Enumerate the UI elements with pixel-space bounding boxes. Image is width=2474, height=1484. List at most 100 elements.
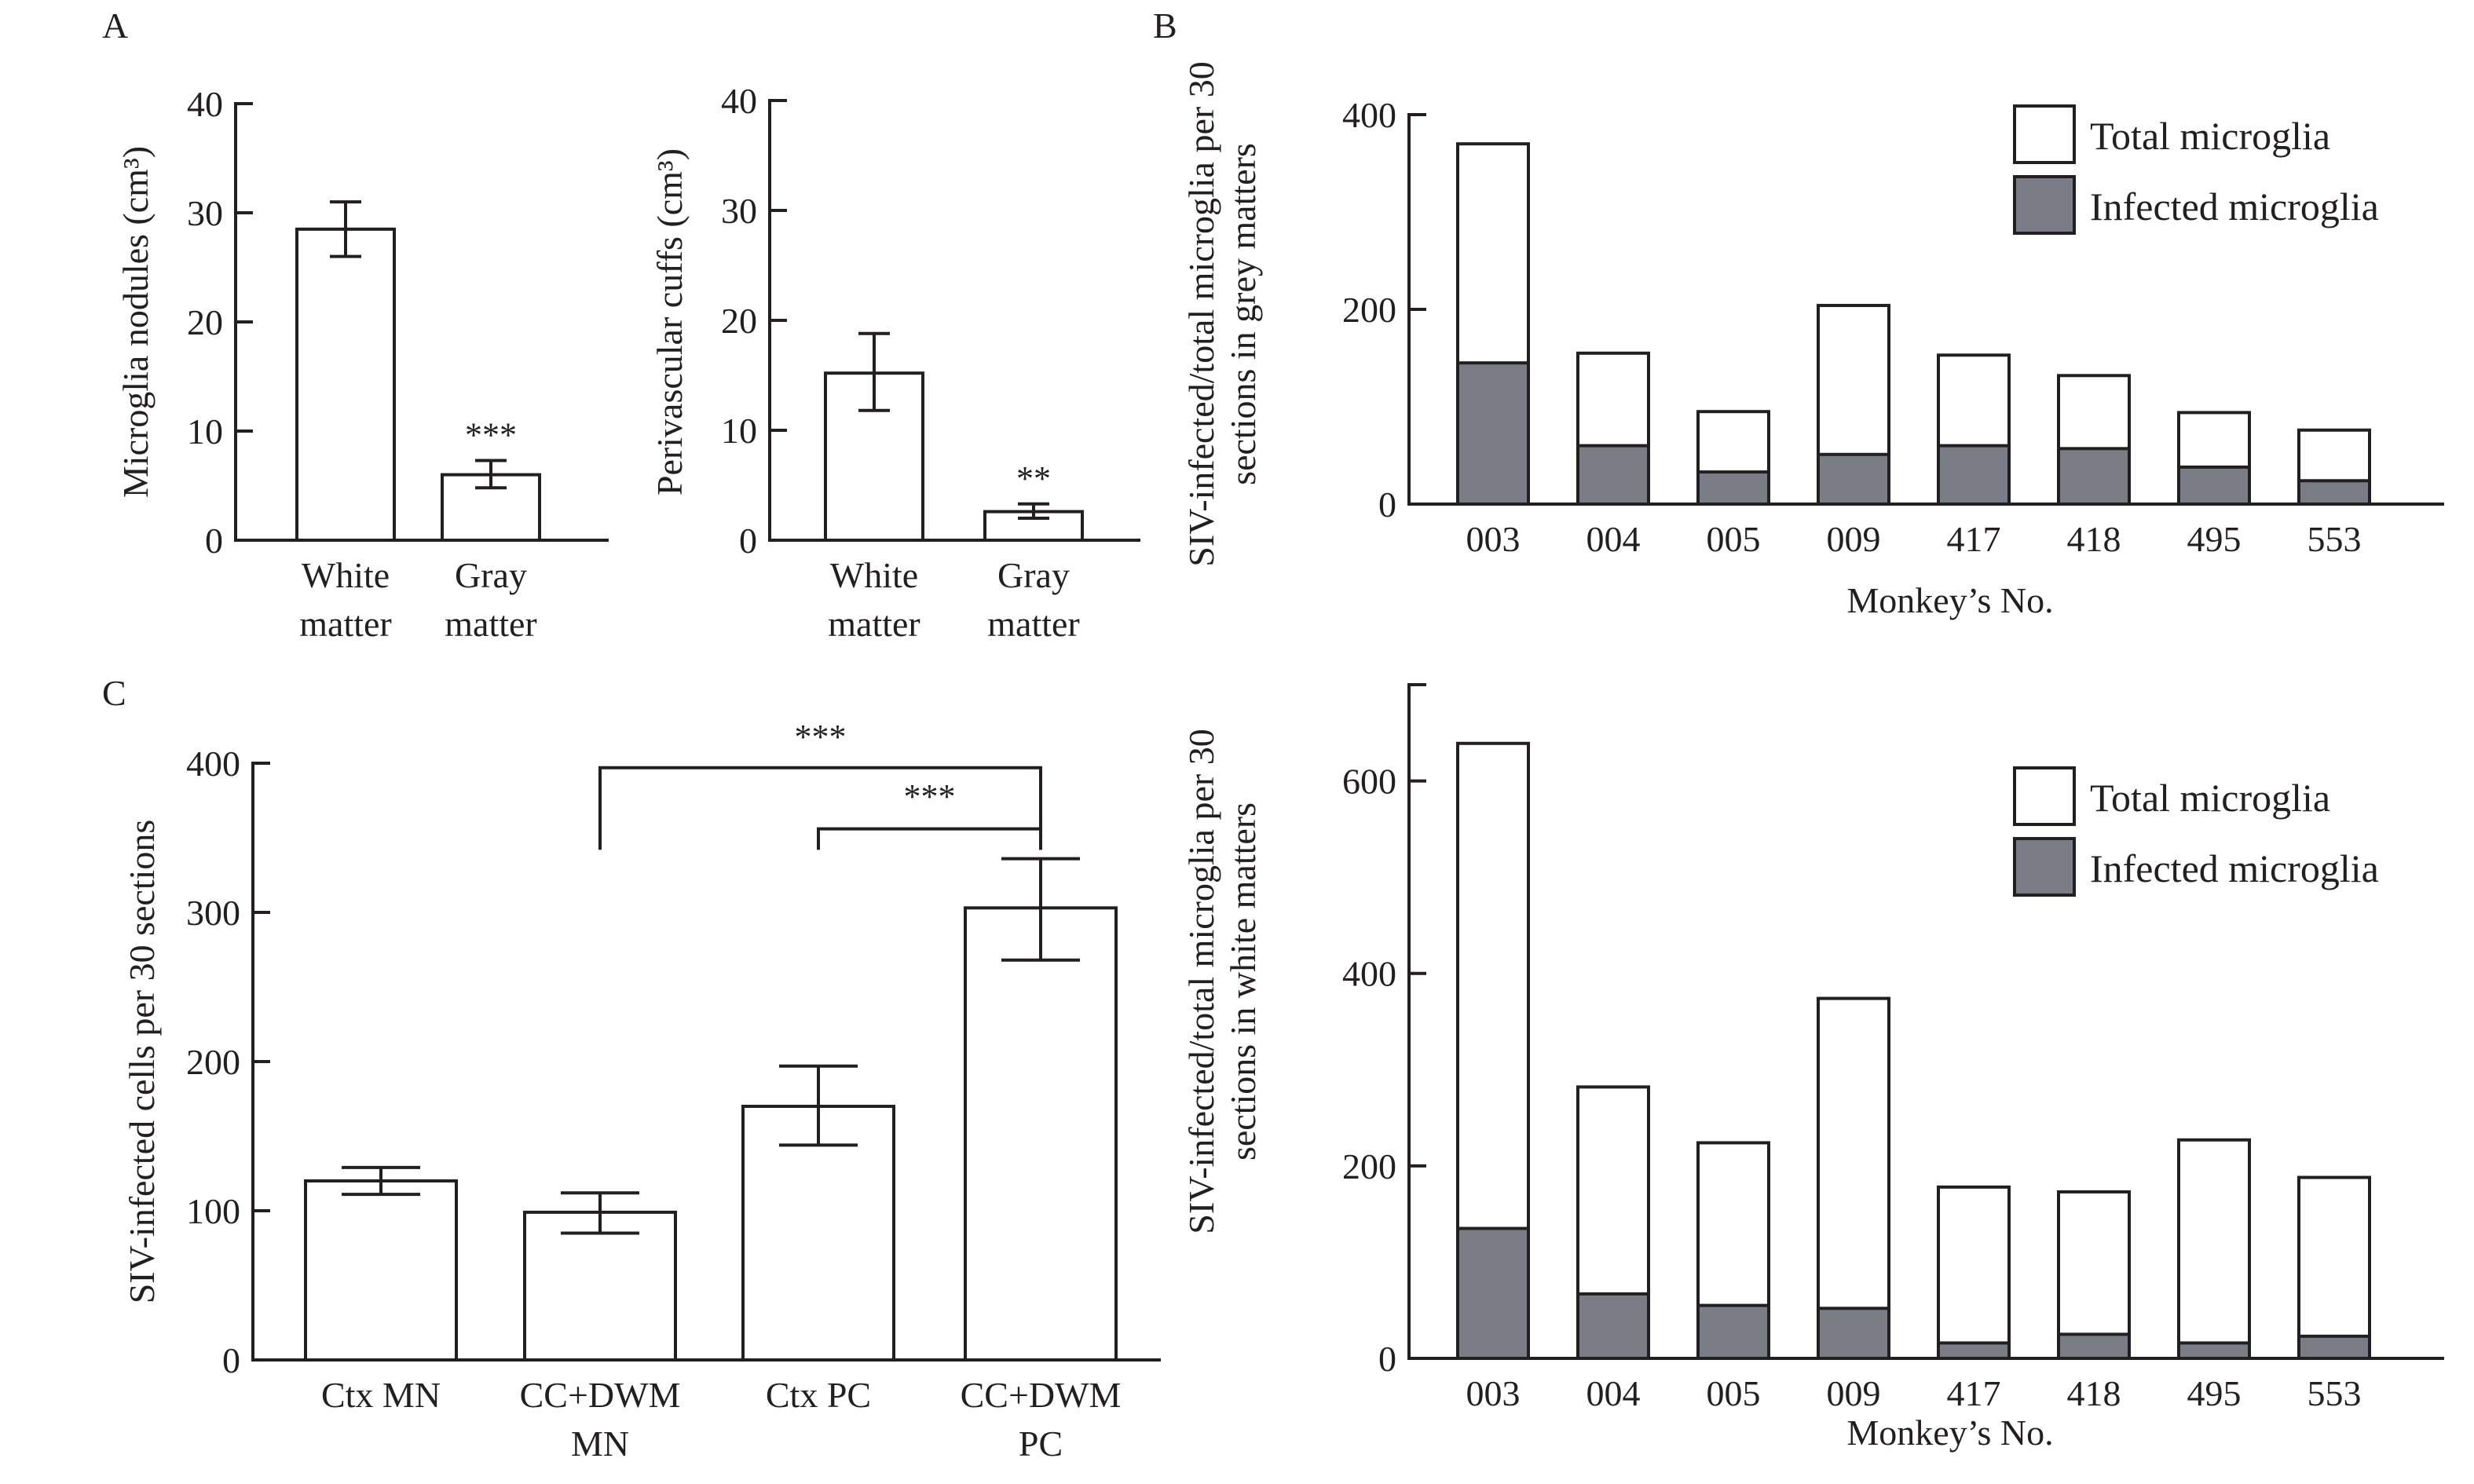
comparison-label: *** [795,718,847,756]
x-tick-label: matter [987,604,1080,644]
comparison-bracket [817,827,1042,850]
y-axis [234,102,609,542]
x-tick-label: 418 [2067,1373,2121,1413]
error-bar [561,1191,639,1235]
x-tick-label: CC+DWM [520,1375,681,1415]
error-bar [779,1064,858,1147]
bar-infected [1817,452,1890,506]
bar-infected [1456,361,1530,506]
legend-label-infected: Infected microglia [2090,185,2379,228]
y-tick-label: 400 [1342,954,1396,994]
bar-infected [2297,479,2371,506]
x-tick-label: White [302,555,390,595]
significance-label: *** [465,416,517,455]
error-bar [858,331,890,412]
bar [523,1210,677,1362]
x-tick-label: 418 [2067,519,2121,559]
y-tick-label: 200 [1342,290,1396,330]
legend-swatch-total [2013,766,2076,826]
comparison-label: *** [904,777,956,816]
y-axis [1407,683,2444,1360]
y-tick-label: 0 [1378,1339,1396,1379]
legend-swatch-total [2013,104,2076,164]
y-tick-label: 0 [739,521,757,561]
y-axis-label: sections in grey matters [1223,143,1263,485]
bar [964,906,1118,1362]
bar-infected [1696,470,1770,506]
bar [824,371,924,543]
x-tick-label: 004 [1587,1373,1641,1413]
x-axis-label: Monkey’s No. [1846,580,2053,620]
legend-label-infected: Infected microglia [2090,846,2379,890]
x-tick-label: 495 [2187,519,2242,559]
x-tick-label: PC [1019,1424,1063,1464]
panel-label-b: B [1153,5,1177,46]
bar-infected [1576,444,1650,506]
x-tick-label: matter [445,604,537,644]
bar-infected [2177,1341,2251,1360]
y-tick-label: 600 [1342,762,1396,802]
bar [304,1179,458,1362]
panel-label-c: C [102,673,126,713]
x-tick-label: matter [299,604,392,644]
bar [295,227,396,542]
y-tick-label: 20 [187,302,223,342]
y-tick-label: 40 [721,81,757,121]
legend-label-total: Total microglia [2090,776,2330,820]
x-tick-label: MN [571,1424,629,1464]
y-tick-label: 30 [187,193,223,233]
y-tick-label: 200 [186,1042,240,1082]
legend: Total microglia Infected microglia [2013,766,2379,897]
chart-b1: 0 200 400 SIV-infected/total microglia per … [1181,61,2444,620]
bar-infected [2057,447,2131,506]
x-tick-label: CC+DWM [961,1375,1122,1415]
x-tick-label: 003 [1466,519,1521,559]
y-tick-label: 20 [721,301,757,341]
x-tick-label: Gray [455,555,527,595]
bar-total [1817,996,1890,1361]
bar-infected [1937,444,2011,506]
error-bar [1018,502,1049,520]
y-tick-label: 200 [1342,1146,1396,1186]
bar-infected [1696,1303,1770,1360]
error-bar [330,200,361,258]
x-tick-label: 009 [1827,1373,1881,1413]
y-tick-label: 10 [721,411,757,451]
comparison-bracket [598,766,1042,850]
y-tick-label: 100 [186,1191,240,1231]
charts-group: 0 10 20 30 40 Microglia nodules (cm³) White mat… [115,61,2444,1464]
bar-total [1937,1185,2011,1361]
y-tick-label: 10 [187,411,223,451]
x-tick-label: 004 [1587,519,1641,559]
panel-label-a: A [102,5,128,46]
bar-infected [2057,1332,2131,1361]
y-axis-label: sections in white matters [1223,802,1263,1161]
chart-b2: 0 200 400 600 SIV-infected/total microglia p… [1181,683,2444,1453]
error-bar [342,1165,420,1197]
bar-infected [2297,1334,2371,1361]
bar-infected [1456,1226,1530,1360]
x-tick-label: 553 [2307,1373,2362,1413]
bar-infected [1576,1292,1650,1361]
x-tick-label: Ctx MN [321,1375,441,1415]
y-tick-label: 300 [186,893,240,933]
x-tick-label: 417 [1947,519,2001,559]
y-tick-label: 400 [1342,95,1396,135]
x-tick-label: 005 [1707,1373,1761,1413]
error-bar [475,459,507,490]
y-axis-label: Perivascular cuffs (cm³) [650,148,690,495]
y-axis-label: Microglia nodules (cm³) [115,146,156,498]
x-tick-label: 003 [1466,1373,1521,1413]
bar-infected [1937,1341,2011,1360]
x-axis-label: Monkey’s No. [1846,1413,2053,1453]
x-tick-label: 553 [2307,519,2362,559]
significance-label: ** [1016,459,1051,498]
bar-infected [1817,1307,1890,1360]
legend-swatch-infected [2013,837,2076,897]
x-tick-label: 009 [1827,519,1881,559]
legend-swatch-infected [2013,175,2076,235]
y-tick-label: 0 [1378,484,1396,525]
x-tick-label: 005 [1707,519,1761,559]
y-tick-label: 40 [187,84,223,124]
y-tick-label: 0 [222,1340,240,1380]
